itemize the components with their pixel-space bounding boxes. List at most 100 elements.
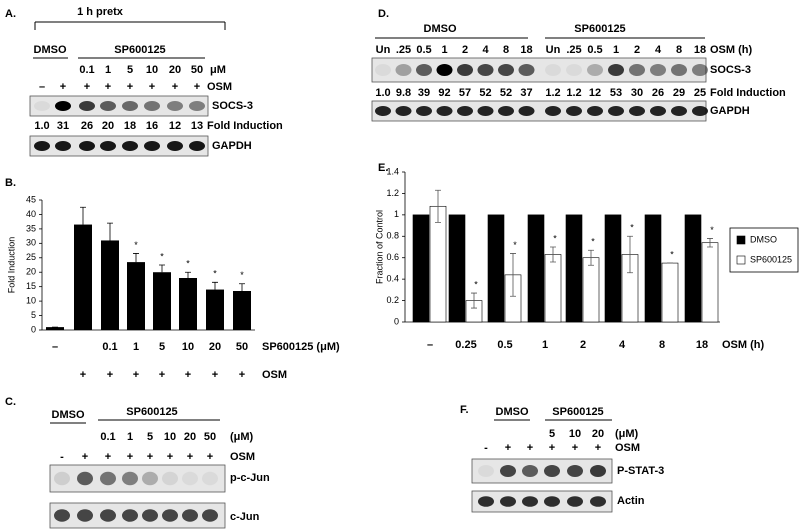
label: 5 bbox=[127, 64, 133, 76]
bar bbox=[487, 214, 505, 323]
band bbox=[457, 106, 473, 116]
label: .25 bbox=[396, 44, 411, 56]
x-tick-label: 0.25 bbox=[455, 339, 476, 351]
x-tick-label: 8 bbox=[659, 339, 665, 351]
y-tick-label: 5 bbox=[31, 310, 36, 320]
bar bbox=[46, 327, 64, 330]
significance: * bbox=[513, 240, 517, 250]
band bbox=[182, 471, 198, 486]
label: 1.0 bbox=[34, 120, 49, 132]
label: 0.5 bbox=[416, 44, 431, 56]
label: + bbox=[60, 81, 66, 93]
band bbox=[545, 64, 561, 76]
band bbox=[167, 101, 183, 111]
bar bbox=[127, 262, 145, 330]
label: 4 bbox=[655, 44, 662, 56]
band bbox=[567, 465, 583, 477]
y-tick-label: 10 bbox=[26, 295, 36, 305]
band bbox=[650, 64, 666, 76]
axis-title: Fold Induction bbox=[6, 237, 16, 294]
significance: * bbox=[240, 270, 244, 280]
label: + bbox=[147, 451, 153, 463]
band bbox=[182, 509, 198, 522]
label: 29 bbox=[673, 87, 685, 99]
y-tick-label: 1.2 bbox=[386, 188, 399, 198]
error-bar bbox=[550, 246, 556, 263]
label: 0.1 bbox=[79, 64, 94, 76]
label: GAPDH bbox=[212, 140, 252, 152]
label: 30 bbox=[631, 87, 643, 99]
bar bbox=[206, 289, 224, 330]
band bbox=[436, 64, 453, 76]
band bbox=[436, 106, 453, 116]
label: 8 bbox=[503, 44, 509, 56]
label: 9.8 bbox=[396, 87, 411, 99]
label: OSM bbox=[615, 442, 640, 454]
band bbox=[77, 471, 93, 486]
band bbox=[518, 106, 535, 116]
significance: * bbox=[670, 249, 674, 259]
panel-label: A. bbox=[5, 8, 16, 20]
bar bbox=[544, 254, 562, 323]
label: 53 bbox=[610, 87, 622, 99]
bar bbox=[644, 214, 662, 323]
label: + bbox=[84, 81, 90, 93]
bar bbox=[153, 272, 171, 330]
bar bbox=[74, 224, 92, 330]
y-tick-label: 25 bbox=[26, 252, 36, 262]
label: P-STAT-3 bbox=[617, 465, 664, 477]
band bbox=[500, 496, 516, 507]
band bbox=[692, 106, 708, 116]
label: 12 bbox=[589, 87, 601, 99]
label: Fold Induction bbox=[710, 87, 786, 99]
bar bbox=[582, 257, 600, 323]
band bbox=[100, 509, 116, 522]
band bbox=[395, 64, 412, 76]
band bbox=[478, 465, 494, 477]
band bbox=[100, 471, 116, 486]
label: SP600125 bbox=[114, 44, 165, 56]
label: 1.2 bbox=[566, 87, 581, 99]
error-bar bbox=[159, 264, 165, 273]
band bbox=[416, 64, 432, 76]
label: GAPDH bbox=[710, 105, 750, 117]
band bbox=[34, 101, 50, 111]
blot bbox=[29, 135, 209, 157]
band bbox=[522, 496, 538, 507]
band bbox=[122, 471, 138, 486]
label: 57 bbox=[459, 87, 471, 99]
label: p-c-Jun bbox=[230, 472, 270, 484]
band bbox=[629, 106, 645, 116]
error-bar bbox=[185, 271, 191, 278]
label: 20 bbox=[169, 64, 181, 76]
significance: * bbox=[710, 225, 714, 235]
label: + bbox=[167, 451, 173, 463]
label: - bbox=[484, 442, 488, 454]
band bbox=[671, 64, 687, 76]
label: SP600125 bbox=[574, 23, 625, 35]
label: + bbox=[127, 81, 133, 93]
band bbox=[567, 496, 583, 507]
band bbox=[144, 141, 160, 151]
bar bbox=[448, 214, 466, 323]
legend-swatch bbox=[736, 235, 746, 245]
band bbox=[544, 465, 560, 477]
label: 10 bbox=[569, 428, 581, 440]
label: 5 bbox=[147, 431, 153, 443]
y-tick-label: 20 bbox=[26, 267, 36, 277]
band bbox=[477, 106, 494, 116]
band bbox=[566, 106, 582, 116]
label: 31 bbox=[57, 120, 69, 132]
band bbox=[416, 106, 432, 116]
band bbox=[77, 509, 93, 522]
label: SOCS-3 bbox=[212, 100, 253, 112]
label: 5 bbox=[549, 428, 555, 440]
band bbox=[189, 101, 205, 111]
x-tick-label: 20 bbox=[209, 341, 221, 353]
label: 1 bbox=[441, 44, 447, 56]
label: Un bbox=[546, 44, 561, 56]
label: 37 bbox=[520, 87, 532, 99]
x-tick-label: + bbox=[212, 369, 218, 381]
band bbox=[189, 141, 205, 151]
bar bbox=[233, 291, 251, 330]
